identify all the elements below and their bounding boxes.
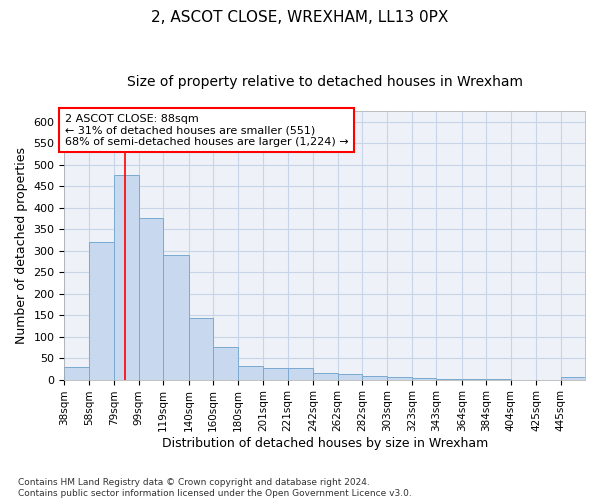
Bar — [362, 376, 388, 380]
Bar — [115, 176, 139, 380]
Bar — [412, 378, 436, 380]
Bar — [287, 368, 313, 380]
Bar — [163, 255, 189, 380]
Bar — [388, 378, 412, 380]
Bar — [338, 374, 362, 380]
Y-axis label: Number of detached properties: Number of detached properties — [15, 147, 28, 344]
Text: Contains HM Land Registry data © Crown copyright and database right 2024.
Contai: Contains HM Land Registry data © Crown c… — [18, 478, 412, 498]
Title: Size of property relative to detached houses in Wrexham: Size of property relative to detached ho… — [127, 75, 523, 89]
Bar — [238, 366, 263, 380]
Text: 2 ASCOT CLOSE: 88sqm
← 31% of detached houses are smaller (551)
68% of semi-deta: 2 ASCOT CLOSE: 88sqm ← 31% of detached h… — [65, 114, 349, 147]
X-axis label: Distribution of detached houses by size in Wrexham: Distribution of detached houses by size … — [161, 437, 488, 450]
Bar — [313, 372, 338, 380]
Bar — [560, 378, 585, 380]
Bar — [436, 378, 462, 380]
Bar — [189, 318, 213, 380]
Bar — [64, 366, 89, 380]
Bar — [213, 346, 238, 380]
Bar — [263, 368, 287, 380]
Bar — [89, 242, 115, 380]
Bar — [139, 218, 163, 380]
Text: 2, ASCOT CLOSE, WREXHAM, LL13 0PX: 2, ASCOT CLOSE, WREXHAM, LL13 0PX — [151, 10, 449, 25]
